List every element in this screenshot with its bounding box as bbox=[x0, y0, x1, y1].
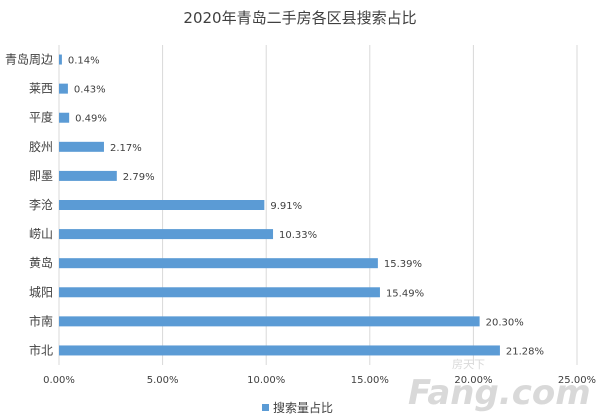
category-label: 莱西 bbox=[29, 82, 53, 96]
category-label: 黄岛 bbox=[29, 255, 53, 270]
bar bbox=[59, 287, 380, 298]
data-label: 15.49% bbox=[386, 288, 424, 299]
category-label: 胶州 bbox=[29, 139, 53, 154]
category-label: 青岛周边 bbox=[5, 52, 53, 67]
data-label: 0.49% bbox=[75, 114, 107, 125]
data-label: 2.17% bbox=[110, 143, 142, 154]
bar bbox=[59, 258, 378, 269]
bar bbox=[59, 54, 62, 65]
x-tick-labels: 0.00% 5.00% 10.00% 15.00% 20.00% 25.00% bbox=[43, 375, 596, 386]
category-label: 市南 bbox=[29, 313, 53, 328]
data-labels: 0.14% 0.43% 0.49% 2.17% 2.79% 9.91% 10.33% 15.3… bbox=[68, 56, 544, 358]
data-label: 0.43% bbox=[74, 85, 106, 96]
bar bbox=[59, 112, 70, 123]
category-label: 李沧 bbox=[29, 197, 53, 212]
bar bbox=[59, 200, 265, 210]
chart-title: 2020年青岛二手房各区县搜索占比 bbox=[183, 9, 416, 27]
legend-swatch bbox=[262, 404, 269, 411]
x-tick-label: 15.00% bbox=[351, 375, 389, 386]
data-label: 20.30% bbox=[486, 317, 524, 328]
x-tick-label: 25.00% bbox=[558, 375, 596, 386]
category-label: 市北 bbox=[29, 342, 53, 357]
bar bbox=[59, 141, 104, 152]
bars bbox=[59, 54, 500, 356]
data-label: 2.79% bbox=[123, 172, 155, 183]
data-label: 9.91% bbox=[270, 201, 302, 212]
bar bbox=[59, 345, 500, 356]
legend-label: 搜索量占比 bbox=[273, 400, 333, 415]
watermark: Fang.com 房天下 bbox=[408, 358, 591, 413]
data-label: 21.28% bbox=[506, 346, 544, 357]
data-label: 10.33% bbox=[279, 230, 317, 241]
x-tick-label: 5.00% bbox=[147, 375, 179, 386]
data-label: 15.39% bbox=[384, 259, 422, 270]
bar bbox=[59, 83, 68, 94]
x-tick-label: 0.00% bbox=[43, 375, 75, 386]
x-tick-label: 10.00% bbox=[247, 375, 285, 386]
bar bbox=[59, 316, 480, 327]
watermark-main: Fang.com bbox=[408, 373, 591, 413]
grid bbox=[58, 45, 578, 365]
bar bbox=[59, 170, 117, 181]
data-label: 0.14% bbox=[68, 56, 100, 67]
x-tick-label: 20.00% bbox=[454, 375, 492, 386]
legend: 搜索量占比 bbox=[262, 400, 333, 415]
watermark-small: 房天下 bbox=[452, 358, 485, 371]
category-label: 城阳 bbox=[29, 285, 53, 299]
category-label: 崂山 bbox=[29, 227, 53, 241]
category-label: 平度 bbox=[29, 110, 53, 125]
category-label: 即墨 bbox=[29, 169, 53, 183]
bar bbox=[59, 229, 274, 240]
